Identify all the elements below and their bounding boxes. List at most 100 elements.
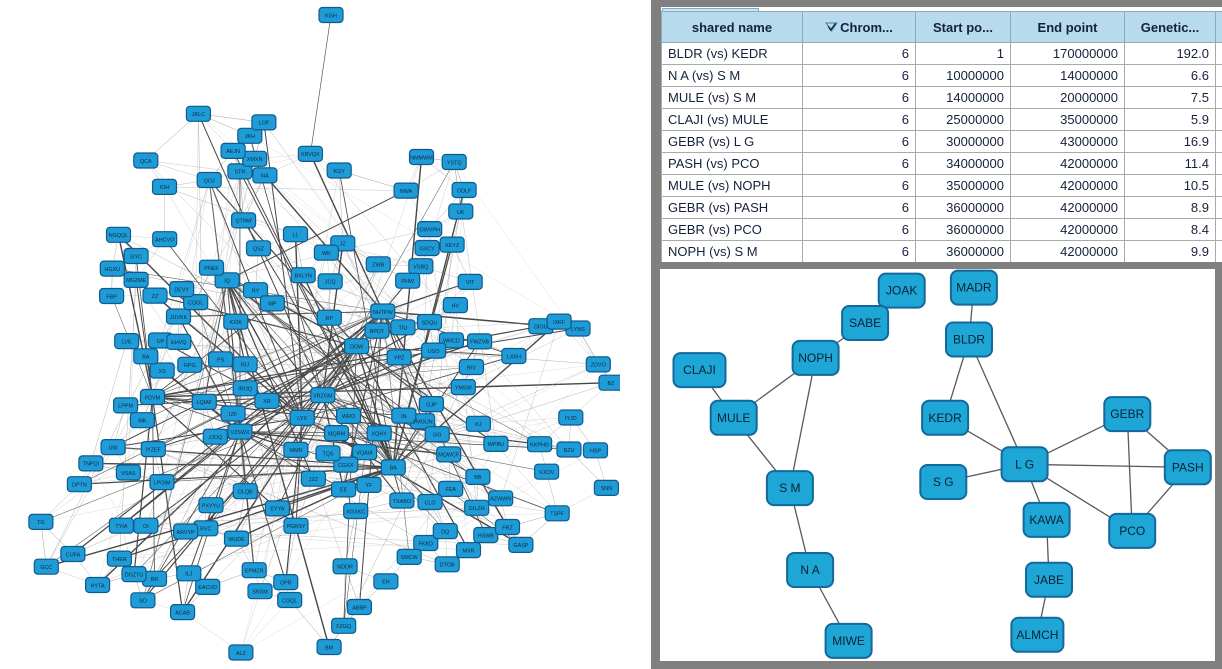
svg-text:LXKH: LXKH <box>507 354 521 360</box>
svg-text:OWVPH: OWVPH <box>420 227 440 233</box>
svg-text:UW: UW <box>109 445 119 451</box>
svg-text:JABE: JABE <box>1034 573 1064 587</box>
svg-text:DOW: DOW <box>350 345 364 351</box>
svg-text:BZU: BZU <box>564 448 575 454</box>
svg-text:KGY: KGY <box>334 169 346 175</box>
svg-text:TNPQI: TNPQI <box>83 462 99 468</box>
svg-text:CLAJI: CLAJI <box>683 363 716 377</box>
svg-text:VSAS: VSAS <box>121 471 136 477</box>
svg-text:LYNS: LYNS <box>571 327 585 333</box>
svg-text:LL: LL <box>293 233 299 239</box>
svg-text:AZWWN: AZWWN <box>490 497 511 503</box>
svg-text:IOH: IOH <box>160 185 170 191</box>
svg-text:HSP: HSP <box>590 449 601 455</box>
svg-text:ZDVO: ZDVO <box>591 363 606 369</box>
svg-text:ALMCH: ALMCH <box>1016 628 1058 642</box>
svg-text:ARVYP: ARVYP <box>177 530 196 536</box>
svg-text:WK: WK <box>322 251 331 257</box>
svg-text:LPPM: LPPM <box>118 404 133 410</box>
svg-text:PCO: PCO <box>1119 524 1145 538</box>
svg-text:FBP: FBP <box>106 294 117 300</box>
svg-text:NHTPW: NHTPW <box>373 310 394 316</box>
svg-text:NOPH: NOPH <box>798 351 833 365</box>
svg-text:EPMZR: EPMZR <box>245 569 264 575</box>
svg-text:FKKD: FKKD <box>419 541 433 547</box>
svg-text:MXR: MXR <box>463 548 475 554</box>
svg-text:CQGL: CQGL <box>188 300 203 306</box>
svg-text:EE: EE <box>340 488 348 494</box>
svg-text:MQRM: MQRM <box>328 431 346 437</box>
svg-text:GG: GG <box>433 433 441 439</box>
svg-text:KGH: KGH <box>325 13 337 19</box>
svg-text:YMGUN: YMGUN <box>413 420 433 426</box>
svg-text:USO: USO <box>428 349 440 355</box>
svg-text:IROQ: IROQ <box>238 387 252 393</box>
svg-text:QCA: QCA <box>140 159 152 165</box>
svg-text:PGRSY: PGRSY <box>287 524 306 530</box>
svg-text:EYYA: EYYA <box>270 507 284 513</box>
svg-text:KAWA: KAWA <box>1029 513 1063 527</box>
svg-text:DPTN: DPTN <box>72 483 87 489</box>
svg-text:DJP: DJP <box>426 402 437 408</box>
svg-text:LYX: LYX <box>297 416 307 422</box>
svg-text:MP: MP <box>268 302 276 308</box>
svg-text:BXLYN: BXLYN <box>295 274 312 280</box>
svg-text:FEA: FEA <box>445 487 456 493</box>
svg-text:JKLC: JKLC <box>192 112 205 118</box>
svg-text:HSWB: HSWB <box>478 533 495 539</box>
svg-text:QTNW: QTNW <box>235 219 252 225</box>
svg-text:PHW: PHW <box>401 279 414 285</box>
svg-text:DTOB: DTOB <box>440 563 455 569</box>
svg-text:WRO: WRO <box>342 414 355 420</box>
svg-text:VSBQ: VSBQ <box>413 265 428 271</box>
svg-text:RIV: RIV <box>467 365 476 371</box>
svg-text:MADR: MADR <box>956 281 992 295</box>
svg-text:IQ: IQ <box>224 279 230 285</box>
svg-text:TXABO: TXABO <box>393 499 411 505</box>
svg-text:BM: BM <box>325 645 334 651</box>
svg-text:HYTA: HYTA <box>91 583 105 589</box>
svg-text:TQS: TQS <box>322 452 333 458</box>
svg-text:AHCVO: AHCVO <box>155 238 174 244</box>
svg-text:DQ: DQ <box>441 529 449 535</box>
svg-text:JZ: JZ <box>340 242 347 248</box>
svg-text:ODLF: ODLF <box>457 188 472 194</box>
svg-text:IXKF: IXKF <box>553 320 566 326</box>
svg-text:DEVY: DEVY <box>174 287 189 293</box>
svg-text:RPG: RPG <box>184 363 196 369</box>
svg-text:MGZME: MGZME <box>126 278 146 284</box>
svg-text:OI: OI <box>143 524 149 530</box>
svg-text:BA: BA <box>142 355 150 361</box>
svg-text:VIT: VIT <box>466 280 475 286</box>
svg-text:UK: UK <box>457 210 465 216</box>
svg-text:RIJ: RIJ <box>241 363 249 369</box>
svg-text:ZWB: ZWB <box>372 263 384 269</box>
svg-text:PS: PS <box>217 358 225 364</box>
svg-text:JCQ: JCQ <box>325 280 336 286</box>
svg-text:NDDR: NDDR <box>337 565 353 571</box>
svg-text:EACVD: EACVD <box>198 585 217 591</box>
svg-text:LOF: LOF <box>259 121 270 127</box>
svg-text:CIJFA: CIJFA <box>66 552 81 558</box>
svg-text:IZF: IZF <box>229 412 238 418</box>
svg-text:YPZ: YPZ <box>394 356 405 362</box>
svg-text:PXYYU: PXYYU <box>202 504 220 510</box>
svg-text:FRZ: FRZ <box>502 525 513 531</box>
svg-text:NGQQL: NGQQL <box>109 233 128 239</box>
svg-text:GASP: GASP <box>513 543 528 549</box>
svg-text:MK: MK <box>138 419 146 425</box>
svg-text:ZZ: ZZ <box>152 294 159 300</box>
svg-text:YF: YF <box>366 483 374 489</box>
svg-text:SDQU: SDQU <box>422 320 438 326</box>
svg-text:NMMWM: NMMWM <box>410 155 433 161</box>
svg-text:KXIK: KXIK <box>230 320 243 326</box>
svg-text:ACAB: ACAB <box>175 610 190 616</box>
svg-text:N A: N A <box>800 563 819 577</box>
svg-text:CLO: CLO <box>424 500 435 506</box>
svg-text:BA: BA <box>390 466 398 472</box>
svg-text:S M: S M <box>779 481 800 495</box>
svg-text:BZ: BZ <box>608 381 616 387</box>
svg-text:RVC: RVC <box>200 527 211 533</box>
svg-text:CGXX: CGXX <box>338 463 354 469</box>
svg-text:STR: STR <box>235 170 246 176</box>
